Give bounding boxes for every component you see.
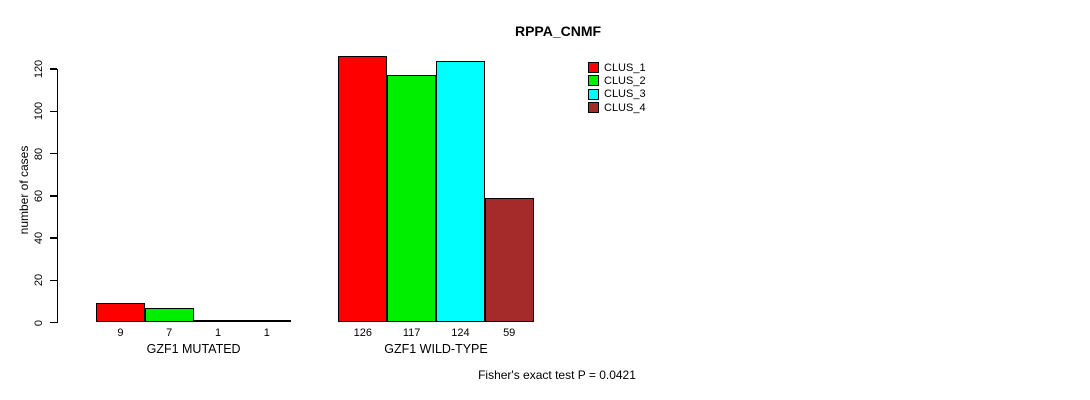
legend-item: CLUS_4 <box>588 101 646 114</box>
y-tick-label: 80 <box>33 147 45 160</box>
bar-clus_3-group2 <box>436 60 485 323</box>
bar-value-label: 1 <box>263 327 270 339</box>
legend-swatch-clus_2 <box>588 75 599 87</box>
y-tick-mark <box>50 110 57 112</box>
x-category-label: GZF1 MUTATED <box>146 342 241 356</box>
bar-clus_2-group1 <box>144 307 194 323</box>
y-tick-mark <box>50 152 57 155</box>
y-tick-label: 120 <box>33 59 45 79</box>
bar-clus_1-group2 <box>338 56 388 323</box>
bar-clus_3-group1 <box>193 320 243 323</box>
bar-clus_4-group2 <box>484 197 534 323</box>
chart-title: RPPA_CNMF <box>514 23 602 39</box>
bar-value-label: 117 <box>402 327 421 339</box>
bar-value-label: 59 <box>503 327 516 339</box>
y-tick-label: 100 <box>33 102 45 121</box>
legend-item: CLUS_1 <box>588 61 646 74</box>
bar-value-label: 126 <box>353 327 372 339</box>
y-tick-mark <box>50 237 57 239</box>
legend-label: CLUS_2 <box>604 74 646 87</box>
y-axis-line <box>56 69 58 323</box>
legend-label: CLUS_3 <box>604 88 646 101</box>
y-tick-label: 60 <box>33 189 45 202</box>
annotation-text: Fisher's exact test P = 0.0421 <box>478 368 636 382</box>
y-tick-mark <box>50 321 57 324</box>
bar-value-label: 9 <box>117 327 124 339</box>
y-tick-mark <box>50 195 57 197</box>
y-tick-mark <box>50 279 57 281</box>
legend-swatch-clus_1 <box>588 62 599 74</box>
legend: CLUS_1 CLUS_2 CLUS_3 CLUS_4 <box>588 61 646 114</box>
x-category-label: GZF1 WILD-TYPE <box>384 342 488 356</box>
bar-clus_1-group1 <box>96 303 145 323</box>
legend-label: CLUS_1 <box>604 61 646 74</box>
bar-clus_4-group1 <box>242 320 292 323</box>
legend-swatch-clus_4 <box>588 102 599 114</box>
y-axis-label: number of cases <box>17 145 31 235</box>
bar-value-label: 1 <box>214 327 222 339</box>
y-tick-mark <box>50 68 57 70</box>
y-tick-label: 0 <box>33 319 45 326</box>
legend-item: CLUS_3 <box>588 88 646 101</box>
y-tick-label: 40 <box>33 231 45 245</box>
legend-swatch-clus_3 <box>588 88 599 100</box>
bar-value-label: 124 <box>451 327 470 339</box>
legend-item: CLUS_2 <box>588 74 646 87</box>
legend-label: CLUS_4 <box>604 101 646 114</box>
bar-clus_2-group2 <box>387 75 436 323</box>
y-tick-label: 20 <box>33 274 45 287</box>
bar-value-label: 7 <box>166 327 173 339</box>
